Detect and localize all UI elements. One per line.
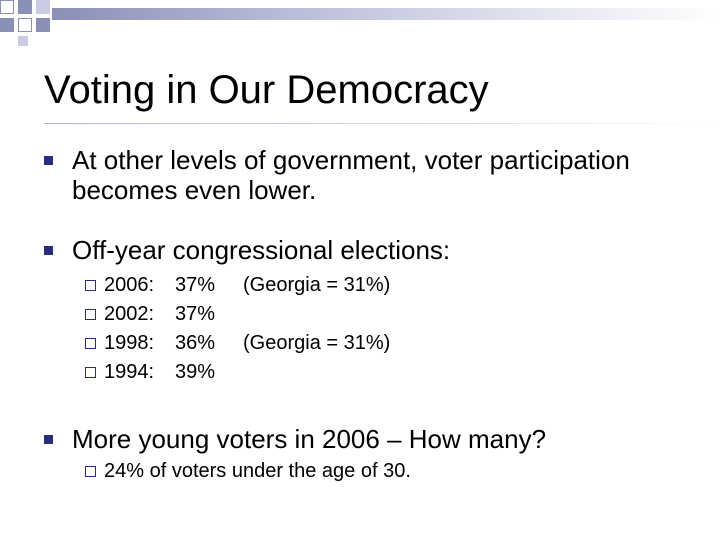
corner-square: [36, 0, 50, 14]
corner-square: [18, 18, 32, 32]
sub-bullet-text: 24% of voters under the age of 30.: [104, 460, 411, 482]
corner-square: [18, 36, 28, 46]
sub-bullet-percent: 37%: [175, 303, 216, 325]
sub-bullet-year: 1998:: [104, 332, 155, 354]
header-gradient-band: [52, 8, 720, 20]
hollow-square-bullet-icon: [85, 367, 96, 378]
corner-square: [0, 18, 14, 32]
sub-bullet-percent: 39%: [175, 361, 216, 383]
sub-bullet-year: 2002:: [104, 303, 155, 325]
square-bullet-icon: [44, 435, 53, 444]
bullet-text: Off-year congressional elections:: [72, 235, 451, 265]
corner-square: [0, 0, 14, 14]
slide-title: Voting in Our Democracy: [44, 68, 489, 112]
square-bullet-icon: [44, 246, 53, 255]
hollow-square-bullet-icon: [85, 280, 96, 291]
bullet-text-line: becomes even lower.: [72, 175, 317, 205]
corner-square: [36, 18, 50, 32]
sub-bullet-percent: 36%: [175, 332, 216, 354]
hollow-square-bullet-icon: [85, 309, 96, 320]
square-bullet-icon: [44, 156, 53, 165]
bullet-text: More young voters in 2006 – How many?: [72, 424, 547, 454]
sub-bullet-year: 2006:: [104, 274, 155, 296]
sub-bullet-note: (Georgia = 31%): [243, 274, 391, 296]
hollow-square-bullet-icon: [85, 466, 96, 477]
bullet-text-line: At other levels of government, voter par…: [72, 145, 630, 175]
title-divider: [44, 123, 720, 124]
sub-bullet-note: (Georgia = 31%): [243, 332, 391, 354]
sub-bullet-year: 1994:: [104, 361, 155, 383]
hollow-square-bullet-icon: [85, 338, 96, 349]
corner-square: [18, 0, 32, 14]
sub-bullet-percent: 37%: [175, 274, 216, 296]
